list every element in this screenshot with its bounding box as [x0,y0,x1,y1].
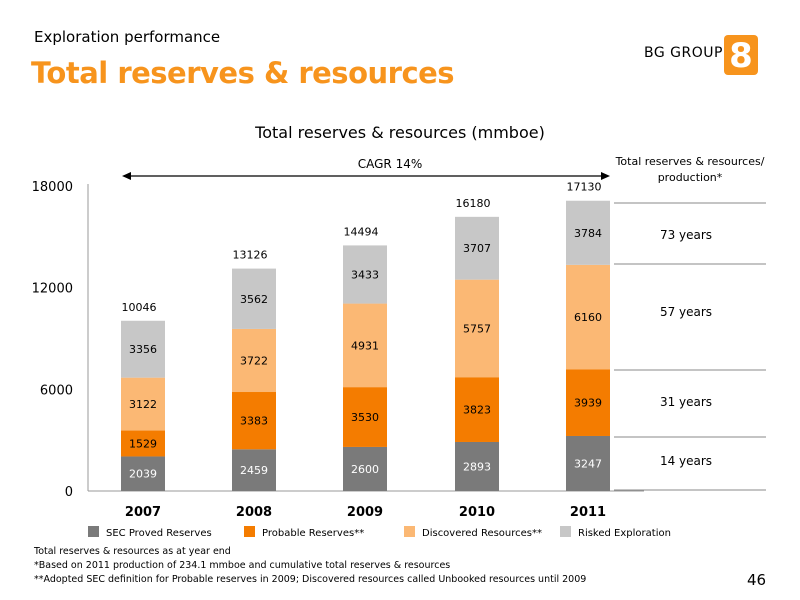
arrow-head-right [601,172,610,180]
bar-total-label: 17130 [567,181,602,194]
bar-segment [121,456,165,491]
legend-swatch [244,526,255,537]
bars-layer: 2039 1529 3122 3356 10046 2007 2459 3383 3722 356… [121,181,610,520]
bar-segment [232,449,276,491]
bar-value-label: 3530 [351,411,379,424]
x-tick-label: 2007 [125,505,161,520]
footnote-3: **Adopted SEC definition for Probable re… [34,574,587,585]
bar-value-label: 2600 [351,463,379,476]
side-panel-item: 31 years [660,395,712,409]
bar-value-label: 3247 [574,457,602,470]
bar-segment [566,369,610,436]
arrow-head-left [122,172,131,180]
bar-value-label: 3707 [463,242,491,255]
legend-swatch [404,526,415,537]
y-tick-label: 0 [65,485,73,500]
side-panel-item: 73 years [660,228,712,242]
x-tick-label: 2008 [236,505,272,520]
x-tick-label: 2011 [570,505,606,520]
bar-segment [343,387,387,447]
bar-segment [232,268,276,329]
bar-value-label: 5757 [463,322,491,335]
page-number: 46 [747,571,767,589]
bar-total-label: 10046 [122,301,157,314]
cagr-label: CAGR 14% [358,157,423,171]
bar-total-label: 13126 [233,249,268,262]
bar-value-label: 3122 [129,398,157,411]
side-panel-item: 14 years [660,454,712,468]
y-tick-label: 12000 [32,282,73,297]
legend-label: Discovered Resources** [422,528,542,539]
footnote-2: *Based on 2011 production of 234.1 mmboe… [34,560,451,571]
bar-segment [566,200,610,265]
y-axis: 0 6000 12000 18000 [32,180,644,500]
x-tick-label: 2009 [347,505,383,520]
bar-segment [121,430,165,457]
x-tick-label: 2010 [459,505,495,520]
legend-swatch [560,526,571,537]
bar-segment [455,279,499,378]
bar-segment [566,264,610,370]
bar-segment [232,328,276,393]
bar-segment [232,392,276,450]
chart-title: Total reserves & resources (mmboe) [254,123,545,142]
legend-label: Probable Reserves** [262,528,364,539]
bar-value-label: 6160 [574,311,602,324]
bar-value-label: 3939 [574,397,602,410]
logo-glyph: 8 [729,36,753,75]
legend-label: Risked Exploration [578,528,671,539]
bar-value-label: 3433 [351,268,379,281]
bar-segment [566,435,610,491]
bar-value-label: 3722 [240,354,268,367]
bar-value-label: 2893 [463,460,491,473]
bar-value-label: 3784 [574,227,602,240]
side-panel-title-line1: Total reserves & resources/ [615,155,765,168]
y-tick-label: 18000 [32,180,73,195]
bar-value-label: 2459 [240,464,268,477]
bg-group-logo-icon: 8 [724,35,758,75]
bar-segment [343,245,387,304]
bar-segment [121,320,165,378]
section-title: Exploration performance [34,28,221,46]
bar-value-label: 3562 [240,293,268,306]
bar-value-label: 3356 [129,343,157,356]
bar-segment [455,377,499,442]
bar-value-label: 1529 [129,437,157,450]
bar-segment [455,216,499,280]
footnote-1: Total reserves & resources as at year en… [34,546,231,557]
bar-value-label: 4931 [351,339,379,352]
bar-segment [343,446,387,491]
bar-value-label: 2039 [129,468,157,481]
bar-segment [121,377,165,431]
bar-value-label: 3823 [463,404,491,417]
bar-total-label: 14494 [344,225,379,238]
bar-value-label: 3383 [240,415,268,428]
side-panel-title-line2: production* [658,171,723,184]
y-tick-label: 6000 [40,383,73,398]
legend-swatch [88,526,99,537]
side-panel: 73 years 57 years 31 years 14 years [614,202,766,491]
cagr-arrow [122,172,610,180]
page-title: Total reserves & resources [31,56,455,90]
bar-total-label: 16180 [456,197,491,210]
side-panel-item: 57 years [660,305,712,319]
bar-segment [455,441,499,491]
brand-name: BG GROUP [644,45,723,61]
legend-label: SEC Proved Reserves [106,528,212,539]
legend: SEC Proved Reserves Probable Reserves** Di… [88,526,671,539]
bar-segment [343,303,387,388]
